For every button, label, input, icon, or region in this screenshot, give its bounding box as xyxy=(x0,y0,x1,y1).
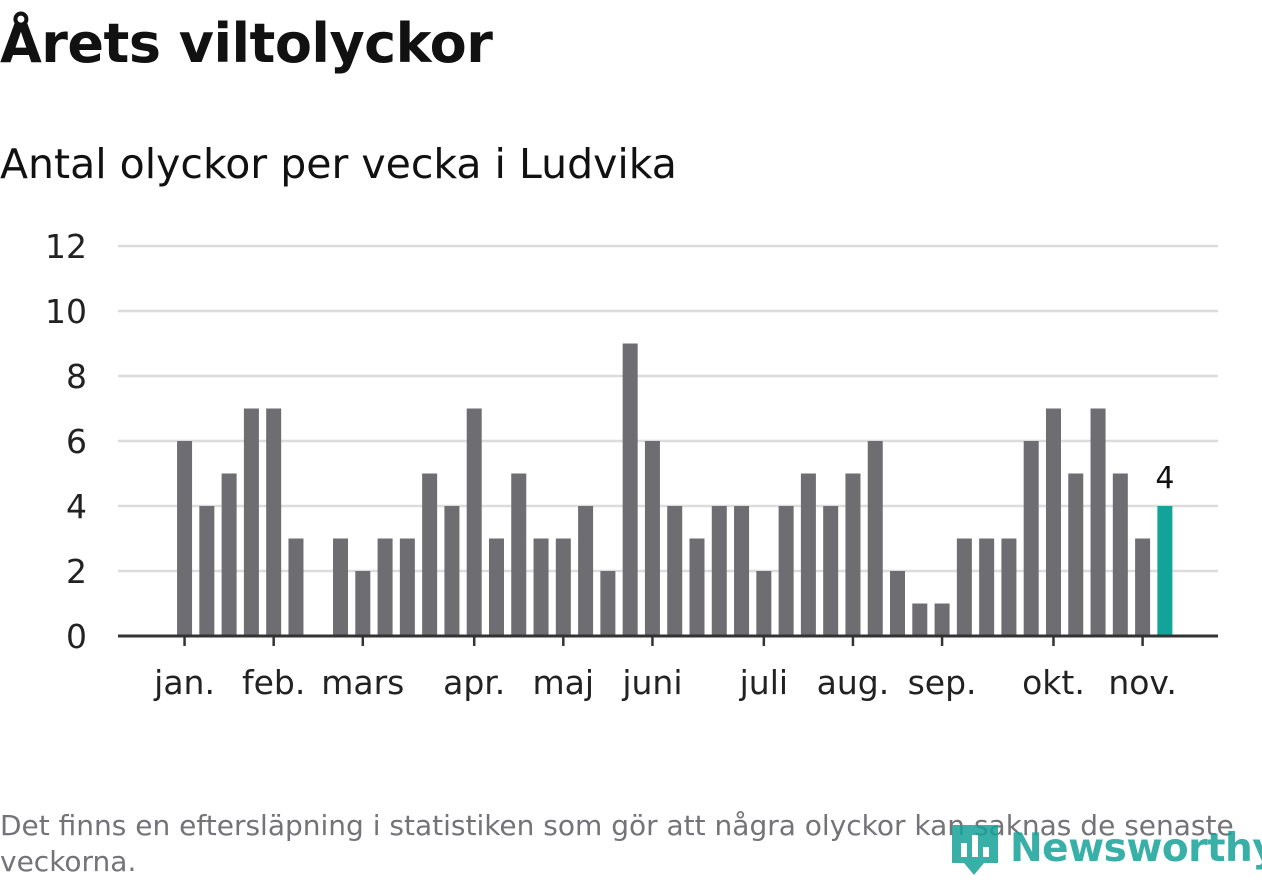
bar xyxy=(1135,538,1151,636)
brand-name: Newsworthy xyxy=(1010,825,1262,871)
y-tick-label: 10 xyxy=(45,292,87,331)
bar xyxy=(221,473,237,636)
bar xyxy=(511,473,527,636)
bar xyxy=(956,538,972,636)
y-tick-label: 2 xyxy=(66,552,87,591)
bar xyxy=(533,538,549,636)
x-tick-label: nov. xyxy=(1108,663,1177,702)
x-tick-label: feb. xyxy=(242,663,305,702)
bar xyxy=(778,506,794,636)
y-tick-label: 6 xyxy=(66,422,87,461)
bar xyxy=(578,506,594,636)
bar xyxy=(622,343,638,636)
bar xyxy=(890,571,906,636)
bar xyxy=(689,538,705,636)
x-tick-label: okt. xyxy=(1022,663,1085,702)
bar xyxy=(1001,538,1017,636)
x-tick-label: juni xyxy=(621,663,682,702)
bar xyxy=(1090,408,1106,636)
newsworthy-logo: Newsworthy xyxy=(950,818,1262,878)
bar xyxy=(333,538,349,636)
bar xyxy=(1023,441,1039,636)
bar xyxy=(644,441,660,636)
bar xyxy=(756,571,772,636)
y-tick-label: 12 xyxy=(45,227,87,266)
bar xyxy=(199,506,215,636)
bar xyxy=(912,603,928,636)
bar xyxy=(979,538,995,636)
bar xyxy=(711,506,727,636)
data-label: 4 xyxy=(1155,461,1174,496)
x-tick-label: juli xyxy=(739,663,788,702)
bar xyxy=(1068,473,1084,636)
x-tick-label: jan. xyxy=(153,663,215,702)
y-tick-label: 0 xyxy=(66,617,87,656)
bar xyxy=(488,538,504,636)
bar xyxy=(667,506,683,636)
bar xyxy=(466,408,482,636)
bar xyxy=(377,538,393,636)
bar xyxy=(266,408,282,636)
y-tick-label: 4 xyxy=(66,487,87,526)
bar xyxy=(243,408,259,636)
bar-chart: 0 2 4 6 8 10 12 4 jan. feb. mars apr. maj juni juli aug… xyxy=(45,227,1218,702)
bar xyxy=(177,441,193,636)
footnote: Det finns en eftersläpning i statistiken… xyxy=(0,809,1234,878)
bar-highlight xyxy=(1157,506,1173,636)
bar xyxy=(399,538,415,636)
bar xyxy=(734,506,750,636)
bar xyxy=(444,506,460,636)
bar xyxy=(555,538,571,636)
bar xyxy=(800,473,816,636)
x-tick-label: mars xyxy=(321,663,404,702)
bar xyxy=(1112,473,1128,636)
x-tick-label: maj xyxy=(533,663,595,702)
y-tick-label: 8 xyxy=(66,357,87,396)
bar-chart-logo-icon xyxy=(952,825,998,875)
bar xyxy=(1045,408,1061,636)
bar xyxy=(600,571,616,636)
chart-subtitle: Antal olyckor per vecka i Ludvika xyxy=(0,140,677,188)
chart-title: Årets viltolyckor xyxy=(0,12,493,75)
bar xyxy=(934,603,950,636)
bar xyxy=(823,506,839,636)
bar xyxy=(867,441,883,636)
x-tick-label: apr. xyxy=(443,663,505,702)
bar xyxy=(422,473,438,636)
x-tick-label: aug. xyxy=(817,663,890,702)
bar xyxy=(288,538,304,636)
bar xyxy=(845,473,861,636)
x-tick-label: sep. xyxy=(908,663,977,702)
bar xyxy=(355,571,371,636)
